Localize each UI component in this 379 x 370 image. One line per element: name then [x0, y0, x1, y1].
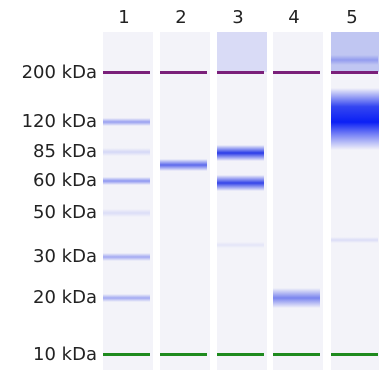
marker-label: 85 kDa: [33, 141, 97, 162]
band: [217, 242, 264, 248]
lower-marker-line: [217, 353, 264, 356]
band: [331, 88, 379, 150]
upper-marker-line: [331, 71, 378, 74]
page: 1 2 3 4 5 200 kDa 120 kDa 85 kDa 60 kDa 50 kDa 30 …: [0, 0, 379, 370]
marker-label: 20 kDa: [33, 287, 97, 308]
lane: [217, 32, 267, 370]
lane-haze: [331, 32, 379, 72]
marker-label: 200 kDa: [22, 62, 97, 83]
lane-label: 4: [288, 7, 299, 28]
band: [160, 159, 207, 171]
lane-haze: [217, 32, 267, 72]
upper-marker-line: [160, 71, 207, 74]
upper-marker-line: [103, 71, 150, 74]
lane: [160, 32, 210, 370]
band: [217, 145, 264, 161]
lane: [103, 32, 153, 370]
band: [103, 177, 150, 185]
lower-marker-line: [160, 353, 207, 356]
band: [331, 55, 378, 65]
band: [273, 288, 320, 308]
gel-view: 1 2 3 4 5 200 kDa 120 kDa 85 kDa 60 kDa 50 kDa 30 …: [0, 0, 379, 370]
lower-marker-line: [331, 353, 378, 356]
lower-marker-line: [103, 353, 150, 356]
lane-label: 1: [118, 7, 129, 28]
marker-label: 50 kDa: [33, 202, 97, 223]
lower-marker-line: [273, 353, 320, 356]
lane-label: 3: [232, 7, 243, 28]
band: [103, 148, 150, 156]
upper-marker-line: [273, 71, 320, 74]
band: [103, 294, 150, 302]
marker-label: 10 kDa: [33, 344, 97, 365]
lane-label: 5: [346, 7, 357, 28]
band: [103, 253, 150, 261]
band: [217, 175, 264, 191]
band: [103, 209, 150, 217]
band: [103, 118, 150, 126]
lane-label: 2: [175, 7, 186, 28]
marker-label: 30 kDa: [33, 246, 97, 267]
upper-marker-line: [217, 71, 264, 74]
marker-label: 120 kDa: [22, 111, 97, 132]
lane: [331, 32, 379, 370]
band: [331, 237, 378, 243]
marker-label: 60 kDa: [33, 170, 97, 191]
lane: [273, 32, 323, 370]
